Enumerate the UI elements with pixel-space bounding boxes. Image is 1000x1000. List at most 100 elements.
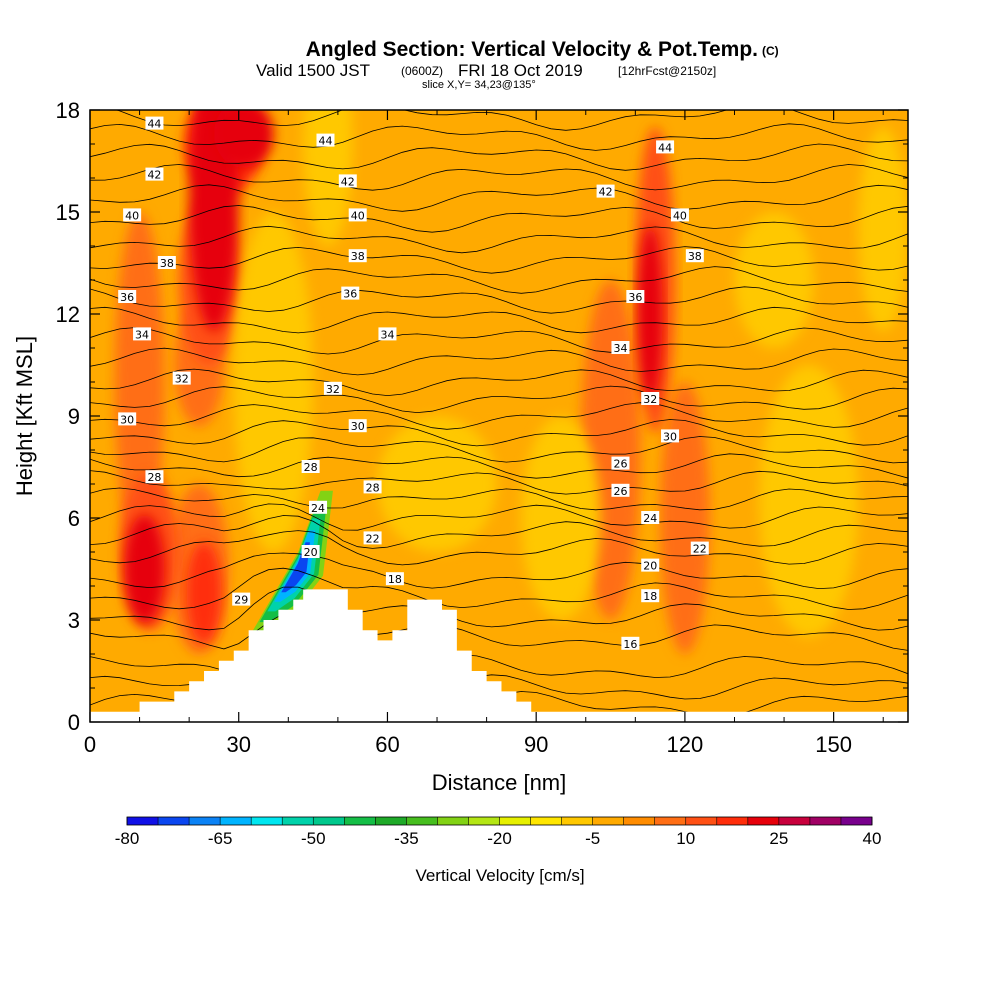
contour-label-box <box>378 327 397 341</box>
theta-contour-line <box>90 143 908 171</box>
contour-label: 28 <box>301 460 320 474</box>
theta-contour-line <box>90 246 908 274</box>
contour-label-box <box>118 290 137 303</box>
contour-label-text: 30 <box>663 430 677 443</box>
downdraft-cell <box>759 365 859 637</box>
downdraft-cell <box>233 212 314 552</box>
contour-label-box <box>123 208 142 222</box>
colorbar-bin <box>406 817 438 825</box>
contour-label-box <box>309 500 328 514</box>
contour-label-text: 26 <box>613 458 627 471</box>
contour-label-text: 26 <box>613 485 627 498</box>
contour-label-text: 32 <box>175 373 189 386</box>
theta-contour-line <box>90 567 908 610</box>
y-tick-label: 3 <box>68 608 80 633</box>
contour-label: 38 <box>685 249 704 263</box>
contour-label: 20 <box>301 545 320 559</box>
contour-label: 24 <box>641 511 660 525</box>
contour-label-text: 40 <box>351 209 365 222</box>
contour-label-text: 36 <box>628 291 642 304</box>
downdraft-cell <box>734 212 814 348</box>
contour-label-box <box>157 256 176 269</box>
valid-time-prefix: Valid 1500 JST <box>256 61 370 80</box>
contour-label-box <box>611 456 630 470</box>
contour-label-text: 38 <box>160 257 174 270</box>
updraft-cell <box>186 541 222 644</box>
colorbar-bin <box>282 817 314 825</box>
theta-contour-line <box>90 205 908 233</box>
velocity-field <box>114 110 908 654</box>
updraft-cell <box>189 110 239 331</box>
theta-contour-line <box>90 530 908 566</box>
colorbar-tick-label: 40 <box>863 829 882 848</box>
contour-label-text: 40 <box>673 209 687 222</box>
contour-label: 18 <box>385 572 404 586</box>
contour-label: 26 <box>611 456 630 471</box>
contour-label-box <box>661 429 680 443</box>
contour-label-text: 18 <box>643 590 657 603</box>
y-tick-label: 9 <box>68 404 80 429</box>
contour-label-box <box>145 116 164 130</box>
contour-label-box <box>626 290 645 303</box>
colorbar-title: Vertical Velocity [cm/s] <box>415 866 584 885</box>
theta-contour-line <box>90 327 908 355</box>
colorbar-bin <box>530 817 562 825</box>
forecast-info: [12hrFcst@2150z] <box>618 64 716 78</box>
contour-label: 44 <box>656 140 675 154</box>
theta-contour-line <box>90 225 908 254</box>
contour-label-box <box>301 545 320 558</box>
colorbar-bin <box>158 817 190 825</box>
x-axis: 0 30 60 90 120 150 <box>84 110 884 757</box>
contour-label: 40 <box>348 208 367 222</box>
contour-label: 18 <box>641 589 660 603</box>
contour-label: 44 <box>316 133 335 148</box>
contour-label: 32 <box>323 381 342 396</box>
contour-label-box <box>656 140 675 154</box>
contour-label-text: 34 <box>380 328 394 341</box>
contour-label-box <box>118 412 137 426</box>
valid-date: FRI 18 Oct 2019 <box>458 61 583 80</box>
colorbar-tick-label: -20 <box>487 829 512 848</box>
theta-contour-line <box>90 453 908 479</box>
contour-label-box <box>641 511 660 524</box>
contour-label-text: 24 <box>311 502 325 515</box>
contour-label-text: 24 <box>643 512 657 525</box>
contour-label-text: 38 <box>688 250 702 263</box>
contour-label-box <box>145 167 164 181</box>
contour-label: 34 <box>378 327 397 341</box>
colorbar-bin <box>344 817 376 825</box>
contour-label: 40 <box>670 208 689 222</box>
contour-label-text: 44 <box>147 118 161 131</box>
contour-label: 28 <box>363 480 382 494</box>
contour-label-text: 38 <box>351 250 365 263</box>
colorbar-bin <box>623 817 656 825</box>
downdraft-cell <box>858 127 908 331</box>
colorbar-bin <box>127 817 159 825</box>
contour-label-text: 30 <box>120 413 134 426</box>
updraft-cell <box>213 110 274 168</box>
updraft-cell <box>637 225 663 403</box>
theta-contour-line <box>90 266 908 294</box>
contour-label: 30 <box>661 429 680 443</box>
theta-contour-line <box>90 385 908 414</box>
contour-label: 32 <box>641 392 660 406</box>
theta-contour-line <box>90 609 908 651</box>
theta-contour-line <box>90 164 908 191</box>
contour-label-text: 22 <box>693 543 707 556</box>
theta-contour-line <box>90 123 908 151</box>
colorbar <box>126 816 873 826</box>
contour-label: 30 <box>348 419 367 433</box>
contour-label-box <box>641 558 660 572</box>
contour-label-box <box>301 460 320 473</box>
contour-label-text: 30 <box>351 420 365 433</box>
contour-label-box <box>145 470 164 484</box>
contour-label-box <box>641 589 660 603</box>
updraft-cell <box>124 514 165 624</box>
colorbar-bin <box>747 817 780 825</box>
contour-label: 28 <box>145 470 164 484</box>
contour-label-box <box>172 371 191 385</box>
contour-label-text: 32 <box>643 393 657 406</box>
updraft-cell <box>660 382 710 654</box>
